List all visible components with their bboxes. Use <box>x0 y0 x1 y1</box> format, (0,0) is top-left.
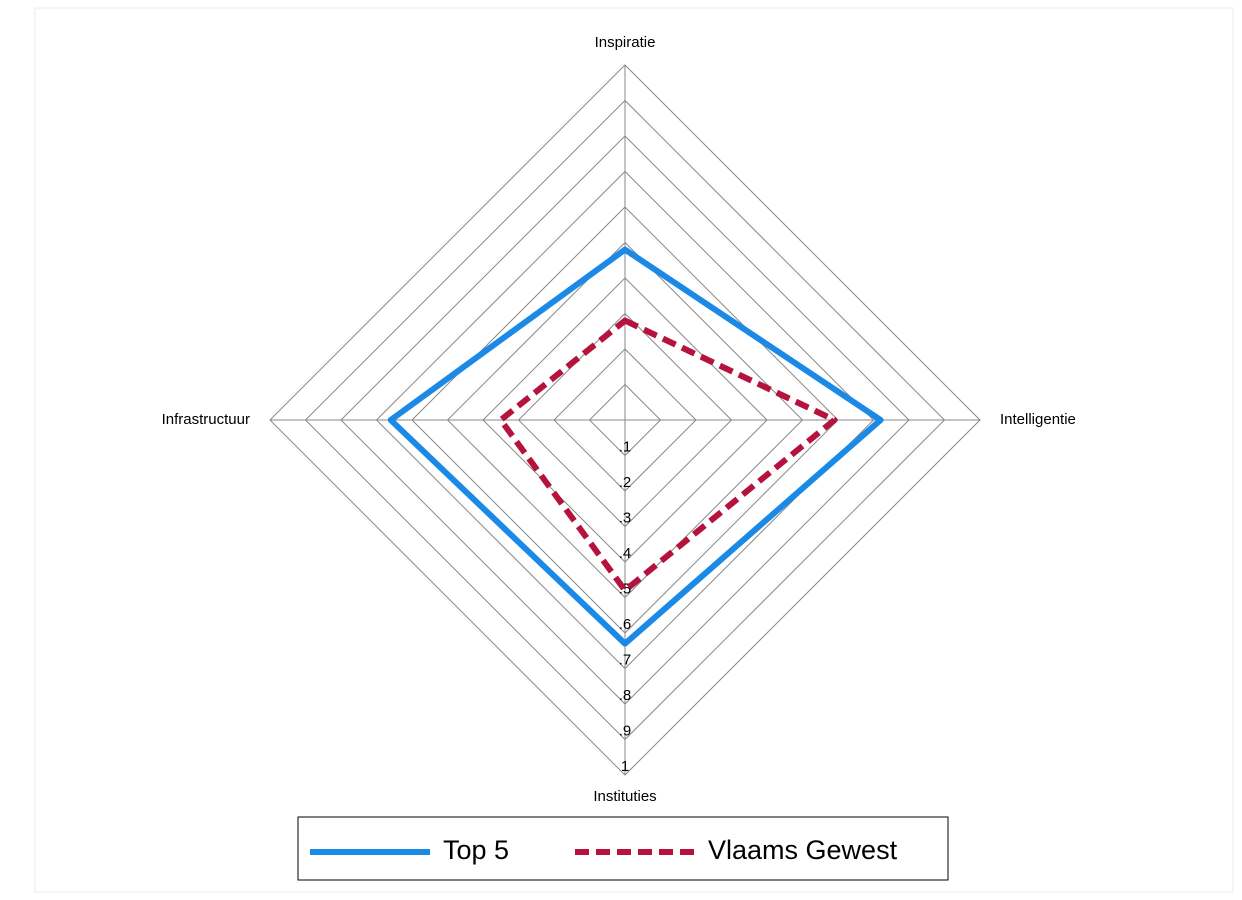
r-tick-label: .7 <box>619 651 632 668</box>
r-tick-label: 1 <box>621 758 629 775</box>
r-tick-label: .8 <box>619 687 632 704</box>
category-label: Inspiratie <box>595 34 656 51</box>
legend-box <box>297 816 949 881</box>
category-label: Intelligentie <box>1000 411 1076 428</box>
category-label: Instituties <box>593 788 656 805</box>
frame <box>34 7 1234 893</box>
legend-label: Vlaams Gewest <box>708 835 898 865</box>
r-tick-label: .6 <box>619 616 632 633</box>
category-label: Infrastructuur <box>162 411 250 428</box>
r-tick-label: .9 <box>619 722 632 739</box>
r-tick-label: .3 <box>619 509 632 526</box>
r-tick-label: .2 <box>619 474 632 491</box>
r-tick-label: .1 <box>619 438 632 455</box>
legend-label: Top 5 <box>443 835 509 865</box>
r-tick-label: .4 <box>619 545 632 562</box>
series-line <box>387 246 884 647</box>
series-line <box>497 317 838 594</box>
